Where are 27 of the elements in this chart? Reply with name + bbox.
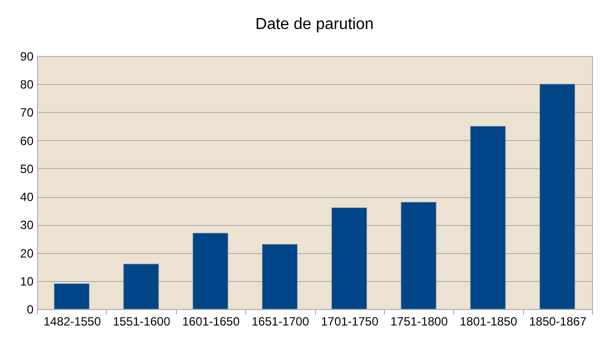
y-tick-label: 10: [20, 274, 34, 288]
y-tick-label: 0: [26, 302, 34, 316]
bar: [54, 283, 90, 310]
chart-title: Date de parution: [255, 16, 374, 33]
bar: [400, 202, 436, 310]
x-tick-label: 1601-1650: [182, 314, 240, 328]
bar: [123, 264, 159, 310]
x-tick-label: 1751-1800: [390, 314, 448, 328]
y-tick-label: 70: [20, 106, 34, 120]
y-tick-label: 50: [20, 162, 34, 176]
x-tick-label: 1801-1850: [460, 314, 518, 328]
y-tick-label: 20: [20, 246, 34, 260]
bar: [331, 208, 367, 310]
x-tick-label: 1482-1550: [43, 314, 102, 328]
y-tick-label: 40: [20, 190, 34, 204]
bar: [262, 244, 298, 310]
bar: [192, 232, 228, 310]
y-tick-label: 80: [20, 78, 34, 92]
y-tick-label: 90: [20, 50, 34, 64]
x-tick-label: 1701-1750: [320, 314, 379, 328]
y-tick-label: 60: [20, 134, 34, 148]
x-tick-label: 1850-1867: [529, 314, 587, 328]
bar: [470, 126, 506, 310]
x-tick-label: 1551-1600: [112, 314, 171, 328]
bar: [540, 84, 576, 310]
y-tick-label: 30: [20, 218, 34, 232]
x-tick-label: 1651-1700: [252, 314, 310, 328]
